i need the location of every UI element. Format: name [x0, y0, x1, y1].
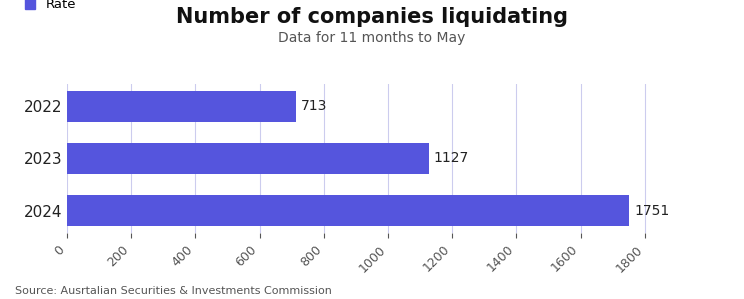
- Text: 1751: 1751: [634, 204, 670, 218]
- Text: Data for 11 months to May: Data for 11 months to May: [278, 31, 466, 45]
- Text: 713: 713: [301, 99, 327, 113]
- Text: Number of companies liquidating: Number of companies liquidating: [176, 7, 568, 28]
- Text: 1127: 1127: [434, 152, 469, 165]
- Legend: Rate: Rate: [25, 0, 77, 11]
- Text: Source: Ausrtalian Securities & Investments Commission: Source: Ausrtalian Securities & Investme…: [15, 286, 332, 296]
- Bar: [67, 143, 429, 174]
- Bar: [67, 195, 629, 226]
- Bar: [67, 91, 296, 122]
